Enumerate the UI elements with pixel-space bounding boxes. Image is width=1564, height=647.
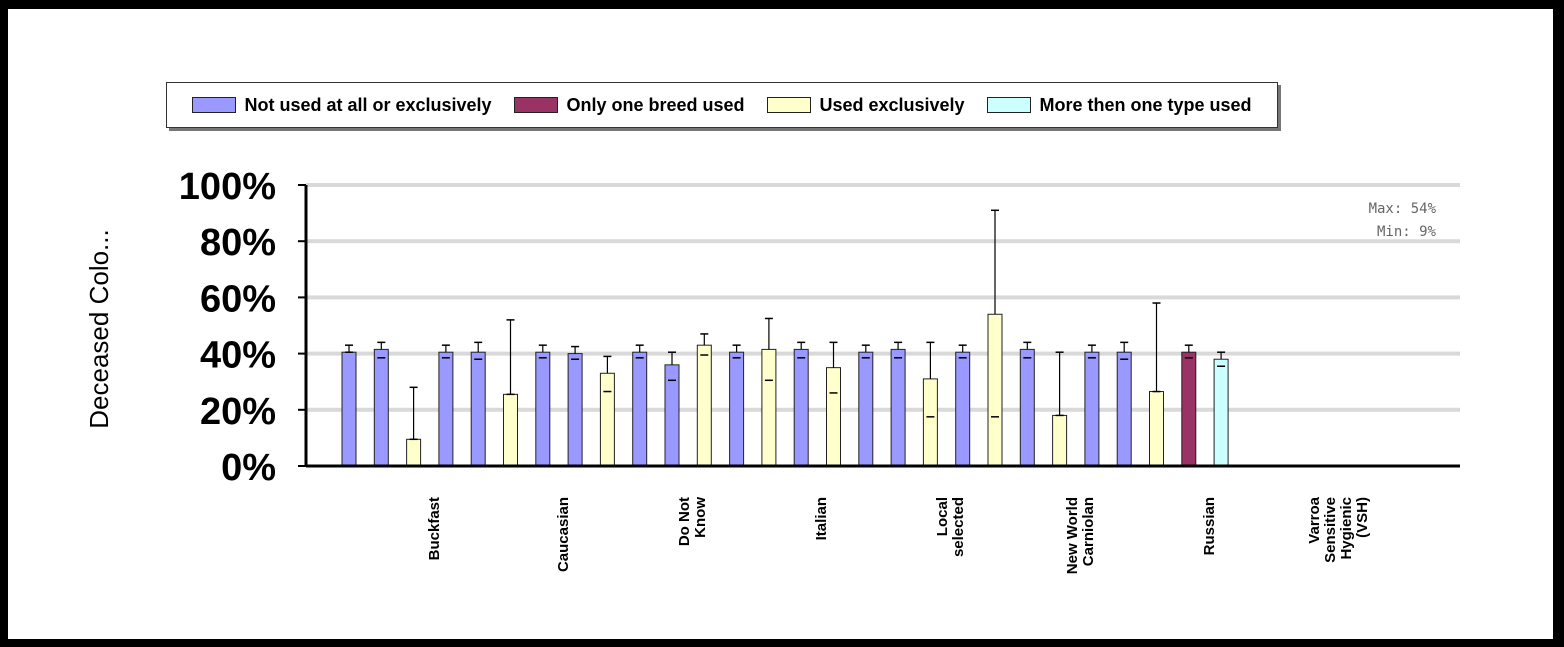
x-tick-label: Know [692,497,709,538]
y-tick-label: 20% [200,391,276,433]
legend-label: Only one breed used [566,94,745,115]
y-tick-label: 80% [200,222,276,264]
legend-swatch [767,97,812,113]
x-tick-label: Italian [813,497,830,540]
y-tick-label: 60% [200,278,276,320]
bar [1052,414,1068,467]
y-axis-label: Deceased Colo... [84,229,114,428]
chart-frame: Not used at all or exclusively Only one … [8,9,1553,639]
bar [890,348,906,467]
bar [858,351,874,467]
bar [503,393,518,467]
legend-label: Not used at all or exclusively [244,94,492,115]
y-tick-label: 40% [200,335,276,377]
y-tick-label: 0% [221,447,276,489]
bar [793,348,809,467]
legend-swatch [987,97,1032,113]
bar-chart: 0% 20% 40% 60% 80% 100% Buckfast Caucasian Do N… [84,166,1460,574]
bar [567,353,583,467]
legend-item-more-than-one: More then one type used [987,94,1252,116]
x-tick-label: New World [1064,497,1081,574]
x-tick-label: Buckfast [426,497,443,560]
legend-item-not-used: Not used at all or exclusively [192,94,492,116]
bar [406,438,422,467]
bar [696,344,712,467]
legend-swatch [192,97,237,113]
axes [304,185,1460,468]
x-tick-label: Local [934,497,951,536]
bars [341,209,1229,467]
legend-label: Used exclusively [819,94,965,115]
bar [729,351,745,467]
legend-label: More then one type used [1039,94,1252,115]
bar [1019,348,1035,467]
bar [1149,391,1164,467]
bar [1084,351,1100,467]
bar [535,351,551,467]
bar [1181,351,1197,467]
x-tick-labels: Buckfast Caucasian Do Not Know Italian Local s… [426,496,1371,574]
bar [599,372,615,467]
x-tick-label: Carniolan [1080,497,1097,566]
bar [826,367,841,467]
bar [955,351,971,467]
x-tick-label: Russian [1201,497,1218,555]
bar [1116,351,1132,467]
bar [987,313,1003,467]
x-tick-label: Hygienic [1338,497,1355,560]
legend-swatch [514,97,559,113]
x-tick-label: Caucasian [555,497,572,572]
legend-item-one-breed: Only one breed used [514,94,745,116]
bar [922,378,938,467]
x-tick-label: (VSH) [1354,497,1371,538]
gridlines [298,183,1460,467]
bar [632,351,648,467]
y-tick-labels: 0% 20% 40% 60% 80% 100% [179,166,276,489]
x-tick-label: selected [950,497,967,557]
bar [470,351,486,467]
x-tick-label: Varroa [1306,496,1323,543]
chart-legend: Not used at all or exclusively Only one … [166,82,1278,128]
bar [761,348,777,467]
bar [373,348,389,467]
x-tick-label: Sensitive [1322,497,1339,563]
bar [1213,358,1229,467]
legend-item-used-exclusively: Used exclusively [767,94,965,116]
x-tick-label: Do Not [676,497,693,546]
bar [438,351,454,467]
y-tick-label: 100% [179,166,276,208]
max-annotation: Max: 54% [1369,201,1437,217]
min-annotation: Min: 9% [1377,224,1437,240]
bar [341,351,357,467]
